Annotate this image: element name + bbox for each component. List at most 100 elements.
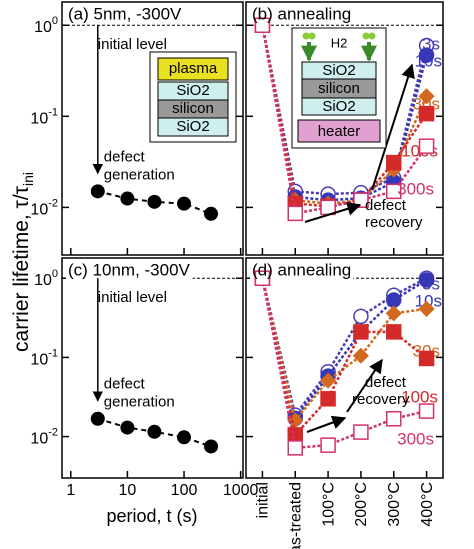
- layer-label: heater: [318, 123, 361, 140]
- x-tick-label: 1000: [223, 482, 259, 499]
- x-tick-label: 100: [171, 482, 198, 499]
- x-tick-label: 300°C: [386, 482, 403, 527]
- series-label: 10s: [415, 291, 442, 310]
- data-point: [353, 308, 369, 325]
- series-label: 300s: [397, 429, 434, 448]
- series-label: 10s: [415, 51, 442, 70]
- annotation: defect: [104, 148, 146, 165]
- annotation: defect: [365, 374, 407, 391]
- title-background: [66, 260, 193, 280]
- data-point: [353, 324, 369, 340]
- title-background: [250, 260, 354, 280]
- y-tick-label: 10-2: [30, 426, 58, 447]
- inset-stack-b: H2 SiO2 silicon SiO2 heater: [291, 27, 387, 149]
- data-point: [120, 191, 135, 206]
- y-tick-label: 10-2: [30, 197, 58, 218]
- x-tick-label: 1: [66, 482, 75, 499]
- data-point: [352, 347, 369, 364]
- series-label: 100s: [401, 387, 438, 406]
- annotation: defect: [365, 197, 407, 214]
- y-tick-label: 10-1: [30, 347, 58, 368]
- data-point: [418, 403, 435, 419]
- y-label-main: carrier lifetime, τ/τ: [10, 185, 33, 352]
- h2-molecule: [362, 32, 370, 40]
- data-point: [204, 439, 219, 454]
- layer-label: SiO2: [176, 118, 209, 135]
- data-point: [418, 47, 435, 63]
- panel-title: (b) annealing: [252, 4, 351, 23]
- series-line: [261, 277, 428, 438]
- data-point: [287, 205, 303, 222]
- data-point: [418, 272, 435, 288]
- data-point: [147, 424, 162, 439]
- arrow: [306, 415, 347, 433]
- data-point: [90, 184, 105, 199]
- layer-sio2: [157, 117, 229, 137]
- arrow: [304, 202, 362, 223]
- data-point: [120, 420, 135, 435]
- data-point: [177, 430, 192, 445]
- data-point: [254, 270, 271, 286]
- layer-plasma: [157, 57, 229, 81]
- data-point: [320, 391, 336, 407]
- layer-label: silicon: [318, 80, 360, 97]
- data-point: [386, 154, 402, 171]
- annotation: defect: [104, 376, 146, 393]
- y-tick-label: 100: [34, 15, 58, 36]
- h2-molecule: [308, 32, 316, 40]
- annotation: recovery: [365, 214, 423, 231]
- x-tick-label: 100°C: [320, 482, 337, 527]
- data-point: [386, 411, 402, 427]
- x-axis-label: period, t (s): [106, 506, 197, 526]
- panel-frame: [61, 1, 244, 256]
- y-tick-label: 100: [34, 268, 58, 289]
- data-point: [386, 324, 402, 340]
- title-background: [66, 4, 185, 24]
- layer-label: silicon: [172, 100, 214, 117]
- panel-frame: [61, 257, 244, 479]
- x-tick-label: 10: [119, 482, 137, 499]
- panel-title: (d) annealing: [252, 260, 351, 279]
- x-tick-label: initial: [255, 482, 272, 518]
- data-point: [287, 427, 303, 443]
- data-point: [418, 105, 435, 122]
- layer-label: SiO2: [322, 98, 355, 115]
- data-point: [418, 88, 435, 105]
- data-point: [177, 196, 192, 211]
- y-axis-label: carrier lifetime, τ/τini: [10, 172, 36, 352]
- layer-label: SiO2: [322, 62, 355, 79]
- layer-heater: [297, 119, 381, 143]
- series-label: 300s: [397, 179, 434, 198]
- data-point: [90, 411, 105, 426]
- h2-label: H2: [331, 35, 348, 50]
- annotation: initial level: [98, 36, 167, 53]
- data-point: [386, 292, 402, 308]
- inset-stack-a: plasma SiO2 silicon SiO2: [149, 51, 237, 143]
- data-point: [204, 206, 219, 221]
- annotation: recovery: [352, 391, 410, 408]
- annotation: generation: [104, 394, 175, 411]
- data-point: [353, 424, 369, 440]
- annotation: generation: [104, 166, 175, 183]
- data-point: [320, 372, 337, 389]
- arrow: [346, 358, 383, 413]
- data-point: [386, 183, 402, 200]
- data-point: [287, 440, 303, 456]
- y-tick-label: 10-1: [30, 106, 58, 127]
- panel-frame: [245, 257, 444, 479]
- x-tick-label: as-treated: [287, 482, 304, 549]
- panel: initialas-treated100°C200°C300°C400°C3s1…: [245, 257, 444, 549]
- annotation: initial level: [98, 289, 167, 306]
- arrow: [371, 63, 415, 191]
- layer-label: plasma: [169, 60, 218, 77]
- h2-molecule: [368, 32, 376, 40]
- layer-label: SiO2: [176, 82, 209, 99]
- data-point: [418, 350, 435, 367]
- x-tick-label: 200°C: [353, 482, 370, 527]
- panel: 3s10s30s100s300sdefectrecovery(b) anneal…: [245, 1, 444, 256]
- data-point: [385, 305, 402, 322]
- panel-title: (a) 5nm, -300V: [68, 4, 182, 23]
- panel-frame: [245, 1, 444, 256]
- x-tick-label: 400°C: [419, 482, 436, 527]
